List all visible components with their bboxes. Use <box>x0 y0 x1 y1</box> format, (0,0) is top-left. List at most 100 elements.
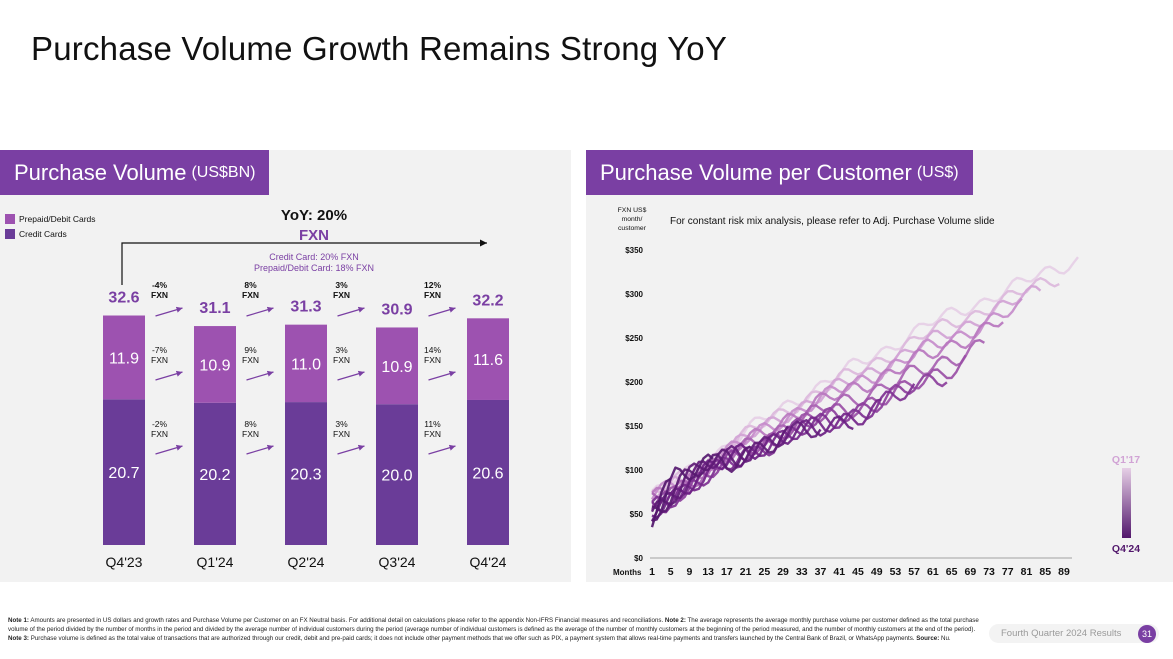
bar-prepaid <box>194 326 236 403</box>
bar-prepaid-label: 10.9 <box>381 359 412 376</box>
source-label: Source: <box>916 634 940 642</box>
x-tick-label: 21 <box>740 566 752 578</box>
note3-label: Note 3: <box>8 634 29 642</box>
x-tick-label: 73 <box>983 566 995 578</box>
y-tick-label: $50 <box>630 510 644 519</box>
qoq-growth-fxn: FXN <box>151 355 168 365</box>
cohort-legend-start: Q1'17 <box>1112 454 1140 466</box>
x-tick-label: 69 <box>964 566 976 578</box>
note2-text: The average represents the average month… <box>8 617 979 633</box>
per-customer-title: Purchase Volume per Customer <box>600 159 912 185</box>
qoq-growth-fxn: FXN <box>242 355 259 365</box>
qoq-growth-fxn: FXN <box>424 429 441 439</box>
x-tick-label: 33 <box>796 566 808 578</box>
bar-prepaid <box>376 327 418 405</box>
chart-note: For constant risk mix analysis, please r… <box>670 216 995 227</box>
per-customer-unit: (US$) <box>916 163 959 181</box>
cohort-line-series <box>650 477 672 528</box>
per-customer-line-chart: FXN US$ month/customer For constant risk m… <box>613 207 1140 578</box>
qoq-growth-fxn: FXN <box>424 355 441 365</box>
bar-prepaid-label: 11.0 <box>291 356 321 373</box>
note1-label: Note 1: <box>8 617 29 624</box>
purchase-volume-header: Purchase Volume (US$BN) <box>0 150 270 195</box>
x-tick-label: 9 <box>687 566 693 578</box>
y-tick-label: $100 <box>625 466 643 475</box>
cohort-line-series <box>650 420 822 522</box>
page-number: 31 <box>1138 625 1156 643</box>
cohort-line-series <box>651 445 751 513</box>
x-tick-label: 57 <box>908 566 920 578</box>
bar-prepaid-label: 11.9 <box>109 350 139 367</box>
y-tick-label: $150 <box>625 422 643 431</box>
x-tick-label: 49 <box>871 566 883 578</box>
bar-credit-label: 20.3 <box>290 467 321 484</box>
qoq-growth-label: 14% <box>424 345 441 355</box>
x-tick-label: 5 <box>668 566 674 578</box>
source-text: Nu. <box>939 634 951 642</box>
qoq-growth-fxn: FXN <box>333 429 350 439</box>
bar-total-label: 30.9 <box>381 301 412 318</box>
x-tick-label: 13 <box>702 566 714 578</box>
qoq-growth-label: 3% <box>335 345 348 355</box>
cohort-legend-bar <box>1122 468 1131 538</box>
qoq-growth-label: -4% <box>152 280 168 290</box>
x-tick-label: Q3'24 <box>379 554 416 570</box>
qoq-growth-fxn: FXN <box>242 290 259 300</box>
bar-prepaid-label: 11.6 <box>473 352 503 369</box>
qoq-growth-label: 8% <box>244 280 257 290</box>
legend-label: Credit Cards <box>19 229 67 239</box>
yoy-label: YoY: 20% <box>281 207 347 224</box>
y-tick-label: $250 <box>625 334 643 343</box>
qoq-growth-label: 3% <box>335 419 348 429</box>
qoq-growth-arrow <box>246 306 274 317</box>
x-axis-title: Months <box>613 568 642 577</box>
y-tick-label: $300 <box>625 290 643 299</box>
x-tick-label: 85 <box>1039 566 1051 578</box>
bar-prepaid-label: 10.9 <box>199 357 230 374</box>
qoq-growth-fxn: FXN <box>424 290 441 300</box>
bar-total-label: 31.1 <box>199 300 230 317</box>
bar-credit <box>467 399 509 545</box>
y-axis-title: month/ <box>622 216 643 223</box>
cohort-line-series <box>651 256 1079 492</box>
per-customer-header: Purchase Volume per Customer (US$) <box>586 150 973 195</box>
qoq-growth-arrow <box>337 370 365 381</box>
x-tick-label: 25 <box>759 566 771 578</box>
x-tick-label: Q1'24 <box>197 554 234 570</box>
bar-prepaid <box>285 324 327 403</box>
cohort-line-series <box>651 453 714 522</box>
qoq-growth-arrow <box>246 370 274 381</box>
bar-credit <box>376 404 418 545</box>
bar-credit <box>194 402 236 545</box>
x-tick-label: Q4'24 <box>470 554 507 570</box>
bar-credit-label: 20.0 <box>381 468 412 485</box>
note3-text: Purchase volume is defined as the total … <box>28 634 917 642</box>
x-tick-label: 65 <box>946 566 958 578</box>
y-axis-title: customer <box>618 225 647 232</box>
cohort-line-series <box>651 398 882 514</box>
qoq-growth-label: 12% <box>424 280 441 290</box>
yoy-credit: Credit Card: 20% FXN <box>269 252 359 262</box>
yoy-prepaid: Prepaid/Debit Card: 18% FXN <box>254 263 374 273</box>
cohort-line-series <box>650 425 789 513</box>
x-tick-label: 45 <box>852 566 864 578</box>
y-tick-label: $350 <box>625 246 643 255</box>
bar-total-label: 32.2 <box>472 292 503 309</box>
qoq-growth-arrow <box>337 306 365 317</box>
cohort-legend-end: Q4'24 <box>1112 543 1140 555</box>
purchase-volume-unit: (US$BN) <box>191 163 256 181</box>
yoy-arrow <box>121 239 487 285</box>
note2-label: Note 2: <box>664 617 686 624</box>
bar-credit <box>285 402 327 545</box>
legend-swatch <box>5 214 15 224</box>
bar-prepaid <box>467 318 509 400</box>
purchase-volume-per-customer-panel: Purchase Volume per Customer (US$) FXN U… <box>586 150 1173 582</box>
qoq-growth-label: 11% <box>424 419 441 429</box>
qoq-growth-arrow <box>428 306 456 317</box>
qoq-growth-label: 9% <box>244 345 257 355</box>
bar-credit-label: 20.6 <box>472 465 503 482</box>
x-tick-label: Q2'24 <box>288 554 325 570</box>
bar-credit-label: 20.2 <box>199 467 230 484</box>
bar-total-label: 31.3 <box>290 299 321 316</box>
footer-label: Fourth Quarter 2024 Results <box>989 624 1159 643</box>
